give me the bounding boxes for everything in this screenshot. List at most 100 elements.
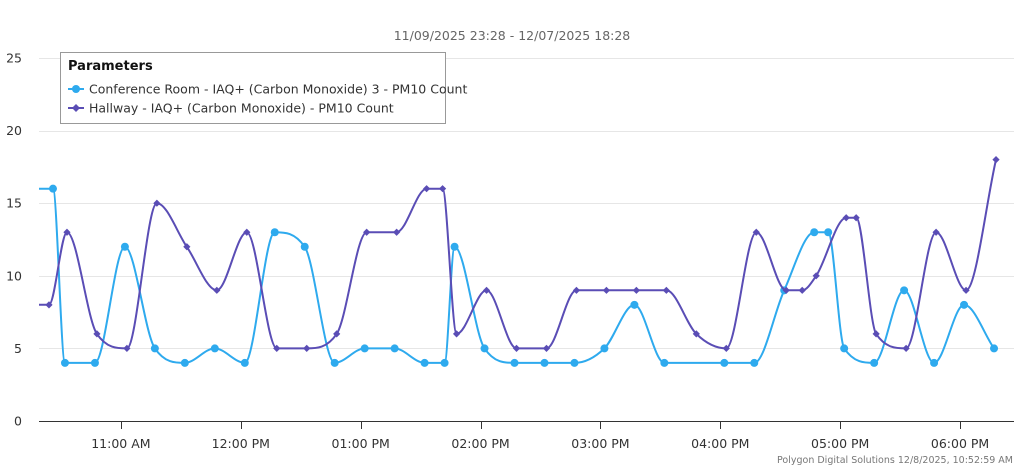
series-hallway[interactable] xyxy=(39,156,1000,352)
series-line-conference-room xyxy=(39,187,995,364)
legend-label-conference-room: Conference Room - IAQ+ (Carbon Monoxide)… xyxy=(89,82,467,97)
data-point[interactable] xyxy=(333,330,341,338)
data-point[interactable] xyxy=(812,272,820,280)
data-point[interactable] xyxy=(150,344,159,353)
data-point[interactable] xyxy=(363,228,371,236)
series-line-hallway xyxy=(39,159,997,350)
y-tick-label: 25 xyxy=(6,51,22,66)
data-point[interactable] xyxy=(872,330,880,338)
y-tick-label: 0 xyxy=(14,414,22,429)
data-point[interactable] xyxy=(510,358,519,367)
data-point[interactable] xyxy=(452,330,461,338)
x-tick-label: 06:00 PM xyxy=(931,436,989,451)
data-point[interactable] xyxy=(123,344,131,352)
data-point[interactable] xyxy=(810,228,819,237)
data-point[interactable] xyxy=(153,199,161,207)
data-point[interactable] xyxy=(450,242,459,251)
data-point[interactable] xyxy=(120,242,129,251)
data-point[interactable] xyxy=(602,286,611,294)
data-point[interactable] xyxy=(722,344,730,352)
data-point[interactable] xyxy=(824,228,833,237)
data-point[interactable] xyxy=(992,156,1000,164)
legend-marker-diamond xyxy=(72,104,80,112)
chart-credits: Polygon Digital Solutions 12/8/2025, 10:… xyxy=(777,455,1013,466)
data-point[interactable] xyxy=(240,358,249,367)
y-tick-label: 5 xyxy=(14,341,22,356)
x-tick-label: 01:00 PM xyxy=(332,436,390,451)
data-point[interactable] xyxy=(660,358,669,367)
x-tick-label: 05:00 PM xyxy=(811,436,869,451)
data-point[interactable] xyxy=(990,344,999,353)
data-point[interactable] xyxy=(852,214,860,222)
x-axis: 11:00 AM 12:00 PM 01:00 PM 02:00 PM 03:00 PM… xyxy=(39,421,1014,451)
data-point[interactable] xyxy=(180,358,189,367)
data-point[interactable] xyxy=(48,184,57,193)
data-point[interactable] xyxy=(512,344,521,352)
data-point[interactable] xyxy=(440,358,449,367)
data-point[interactable] xyxy=(842,214,850,222)
data-point[interactable] xyxy=(360,344,369,353)
data-point[interactable] xyxy=(183,243,191,251)
data-point[interactable] xyxy=(438,185,447,193)
data-point[interactable] xyxy=(962,286,970,294)
data-point[interactable] xyxy=(482,286,491,294)
legend-title: Parameters xyxy=(68,59,153,74)
data-point[interactable] xyxy=(632,286,640,294)
data-point[interactable] xyxy=(902,344,910,352)
data-point[interactable] xyxy=(930,358,939,367)
legend-item-hallway[interactable]: Hallway - IAQ+ (Carbon Monoxide) - PM10 … xyxy=(68,101,394,116)
data-point[interactable] xyxy=(270,228,279,237)
data-point[interactable] xyxy=(330,358,339,367)
data-point[interactable] xyxy=(90,358,99,367)
y-tick-label: 15 xyxy=(6,196,22,211)
y-tick-label: 20 xyxy=(6,123,22,138)
data-point[interactable] xyxy=(542,344,551,352)
data-point[interactable] xyxy=(662,286,670,294)
data-point[interactable] xyxy=(570,358,579,367)
data-point[interactable] xyxy=(303,344,311,352)
data-point[interactable] xyxy=(393,228,401,236)
legend-marker-circle xyxy=(72,85,80,93)
data-point[interactable] xyxy=(93,330,101,338)
data-point[interactable] xyxy=(752,228,760,236)
data-point[interactable] xyxy=(720,358,729,367)
x-tick-label: 04:00 PM xyxy=(691,436,749,451)
data-point[interactable] xyxy=(300,242,309,251)
y-axis-labels: 0 5 10 15 20 25 xyxy=(6,51,22,429)
data-point[interactable] xyxy=(630,300,639,309)
data-point[interactable] xyxy=(420,358,429,367)
x-tick-label: 02:00 PM xyxy=(451,436,509,451)
data-point[interactable] xyxy=(423,185,431,193)
data-point[interactable] xyxy=(390,344,399,353)
data-point[interactable] xyxy=(60,358,69,367)
x-tick-label: 11:00 AM xyxy=(91,436,150,451)
data-point[interactable] xyxy=(213,286,221,294)
x-tick-label: 12:00 PM xyxy=(212,436,270,451)
data-point[interactable] xyxy=(750,358,759,367)
legend[interactable]: Parameters Conference Room - IAQ+ (Carbo… xyxy=(60,52,468,124)
legend-box xyxy=(60,52,446,124)
data-point[interactable] xyxy=(540,358,549,367)
data-point[interactable] xyxy=(63,228,71,236)
data-point[interactable] xyxy=(870,358,879,367)
data-point[interactable] xyxy=(932,228,940,236)
series-layer xyxy=(39,156,1000,367)
legend-label-hallway: Hallway - IAQ+ (Carbon Monoxide) - PM10 … xyxy=(89,101,394,116)
data-point[interactable] xyxy=(480,344,489,353)
data-point[interactable] xyxy=(900,286,909,295)
legend-item-conference-room[interactable]: Conference Room - IAQ+ (Carbon Monoxide)… xyxy=(68,82,467,97)
series-conference-room[interactable] xyxy=(39,184,999,367)
data-point[interactable] xyxy=(840,344,849,353)
data-point[interactable] xyxy=(782,286,790,294)
data-point[interactable] xyxy=(273,344,281,352)
x-tick-label: 03:00 PM xyxy=(571,436,629,451)
data-point[interactable] xyxy=(210,344,219,353)
data-point[interactable] xyxy=(960,300,969,309)
data-point[interactable] xyxy=(798,286,806,294)
data-point[interactable] xyxy=(692,330,700,338)
data-point[interactable] xyxy=(45,301,53,309)
data-point[interactable] xyxy=(572,286,581,294)
data-point[interactable] xyxy=(243,228,251,236)
data-point[interactable] xyxy=(600,344,609,353)
